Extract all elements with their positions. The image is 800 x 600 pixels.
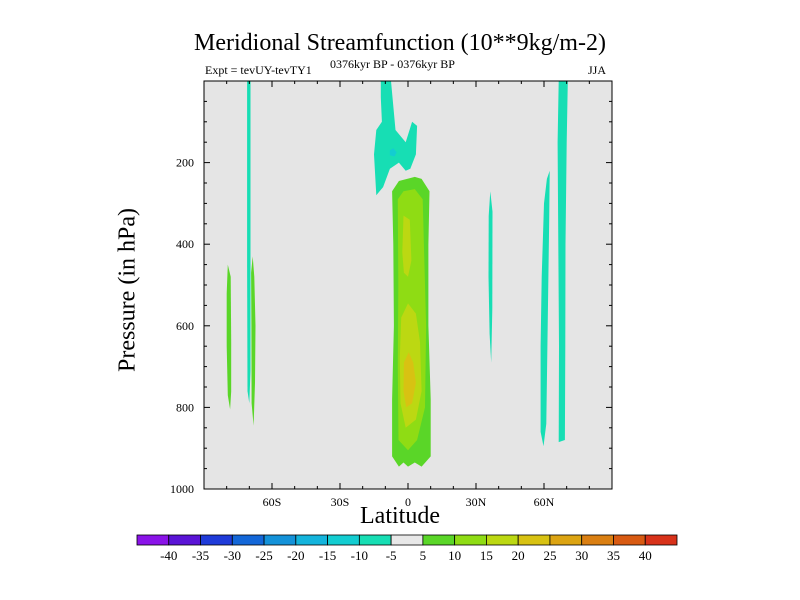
contour-region-equatorial-negative-upper [374,81,418,196]
colorbar-label: 10 [448,548,461,563]
contour-region-sh-high-lat-positive-east [251,256,256,426]
contour-region-equatorial-positive-20 [403,352,416,408]
colorbar-label: 30 [575,548,588,563]
colorbar-swatch [422,534,456,546]
colorbar-label: 25 [543,548,556,563]
period-label: 0376kyr BP - 0376kyr BP [330,57,455,71]
colorbar-swatch [295,534,328,546]
contour-region-equatorial-positive-15-upper [402,215,412,277]
contour-region-nh-subtropical-negative-band [488,191,493,363]
colorbar-label: -20 [287,548,304,563]
contour-region-nh-high-lat-negative-band [557,81,568,443]
colorbar-swatch [454,534,487,546]
colorbar-swatch [581,534,614,546]
colorbar-label: 20 [512,548,525,563]
colorbar-swatch [390,534,424,546]
contour-region-nh-midlat-negative-band [540,170,550,447]
x-tick-label: 30S [331,495,350,509]
colorbar-label: 35 [607,548,620,563]
y-axis-label: Pressure (in hPa) [114,208,141,372]
colorbar-label: -35 [192,548,209,563]
x-tick-label: 30N [466,495,487,509]
x-tick-label: 60S [263,495,282,509]
experiment-label: Expt = tevUY-tevTY1 [205,63,312,77]
season-label: JJA [588,63,607,77]
colorbar-swatch [136,534,170,546]
contour-region-sh-high-lat-positive-west [226,264,232,410]
colorbar-swatch [486,534,519,546]
colorbar-label: -25 [255,548,272,563]
colorbar-swatch [263,534,297,546]
y-tick-label: 400 [176,237,194,251]
colorbar-swatch [549,534,583,546]
colorbar-swatch [358,534,392,546]
colorbar-label: -40 [160,548,177,563]
y-tick-label: 200 [176,156,194,170]
colorbar-label: -15 [319,548,336,563]
colorbar-swatch [231,534,265,546]
colorbar-swatch [200,534,233,546]
contour-region-sh-high-lat-negative-band [247,81,251,404]
colorbar-swatch [644,534,678,546]
colorbar-label: 5 [420,548,427,563]
colorbar-label: -30 [224,548,241,563]
x-tick-label: 60N [534,495,555,509]
y-tick-label: 600 [176,319,194,333]
contour-region-equatorial-negative-core [389,148,397,157]
colorbar-swatch [517,534,551,546]
x-tick-label: 0 [405,495,411,509]
y-tick-label: 800 [176,400,194,414]
x-axis-label: Latitude [360,503,440,529]
colorbar-swatch [613,534,646,546]
colorbar-label: -5 [386,548,397,563]
colorbar-swatch [168,534,201,546]
chart-title: Meridional Streamfunction (10**9kg/m-2) [194,30,606,56]
colorbar-label: -10 [351,548,368,563]
y-tick-label: 1000 [170,482,194,496]
colorbar-swatch [327,534,360,546]
colorbar-label: 15 [480,548,493,563]
colorbar-label: 40 [639,548,652,563]
